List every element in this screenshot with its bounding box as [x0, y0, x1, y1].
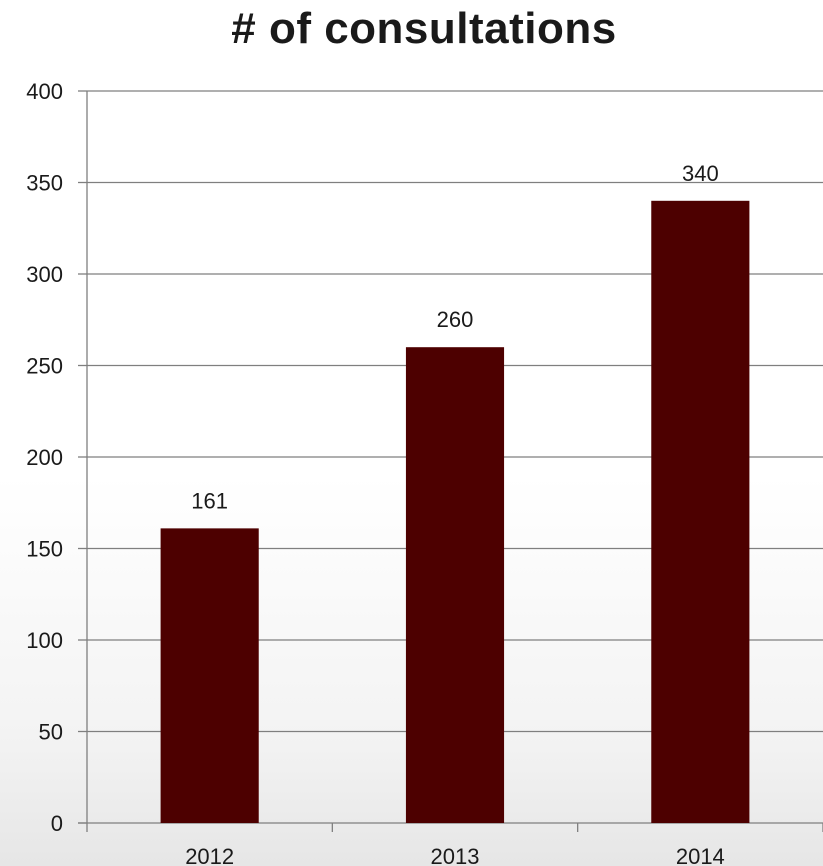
data-labels: 161 260 340	[191, 161, 718, 514]
y-tick-label-250: 250	[26, 354, 63, 379]
y-tick-label-0: 0	[51, 811, 63, 836]
data-label-2012: 161	[191, 488, 228, 513]
x-category-label-2012: 2012	[185, 844, 234, 866]
y-tick-label-300: 300	[26, 262, 63, 287]
bar-2013	[405, 347, 505, 823]
y-axis-tick-labels: 0 50 100 150 200 250 300 350 400	[26, 79, 63, 836]
x-category-label-2013: 2013	[431, 844, 480, 866]
y-tick-label-200: 200	[26, 445, 63, 470]
bars	[160, 200, 750, 824]
y-tick-label-150: 150	[26, 537, 63, 562]
chart-title: # of consultations	[231, 4, 617, 53]
bar-2014	[651, 200, 750, 824]
y-tick-label-50: 50	[39, 720, 63, 745]
y-tick-label-400: 400	[26, 79, 63, 104]
y-tick-label-100: 100	[26, 628, 63, 653]
data-label-2014: 340	[682, 161, 719, 186]
bar-2012	[160, 528, 259, 823]
x-category-label-2014: 2014	[676, 844, 725, 866]
y-tick-label-350: 350	[26, 171, 63, 196]
x-axis-category-labels: 2012 2013 2014	[185, 844, 725, 866]
data-label-2013: 260	[437, 307, 474, 332]
